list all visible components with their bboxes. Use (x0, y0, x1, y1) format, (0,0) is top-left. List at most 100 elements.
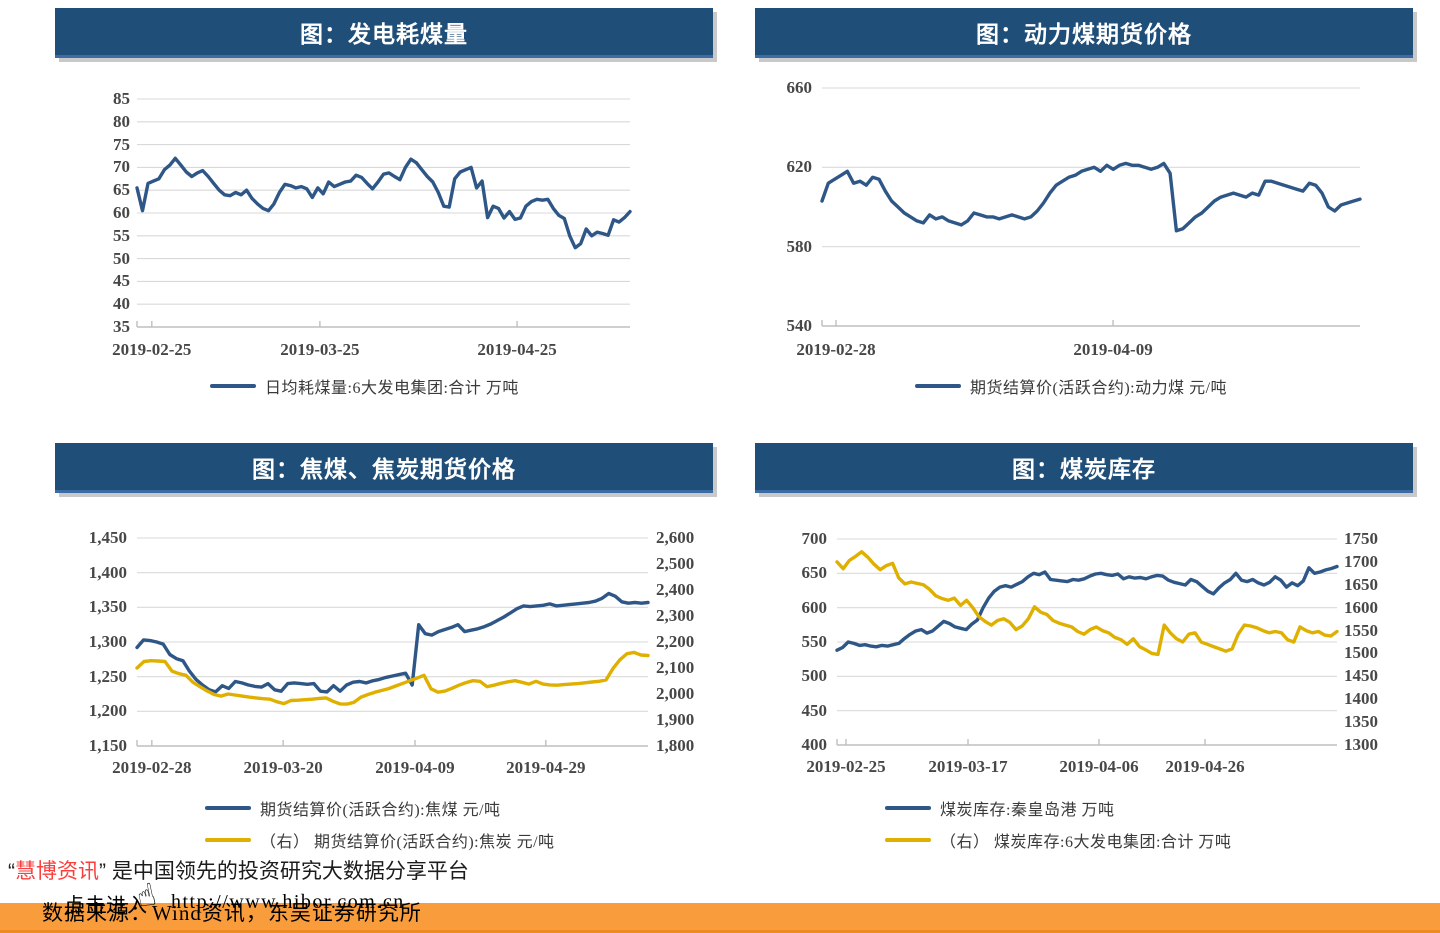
y-axis-right-label: 1650 (1344, 574, 1378, 594)
legend-label: （右） 期货结算价(活跃合约):焦炭 元/吨 (260, 834, 555, 851)
y-axis-right-label: 1,800 (656, 736, 695, 755)
x-axis-date-label: 2019-02-28 (112, 758, 192, 777)
y-axis-right-label: 1600 (1344, 597, 1378, 617)
line-swatch-icon (205, 806, 251, 810)
line-swatch-icon (210, 384, 256, 388)
y-axis-left-label: 70 (113, 157, 130, 177)
click-enter-link[interactable]: 点击进入 (64, 895, 148, 917)
y-axis-right-label: 2,600 (656, 528, 695, 547)
y-axis-left-label: 1,200 (88, 701, 127, 721)
y-axis-left-label: 40 (113, 294, 130, 314)
x-axis-date-label: 2019-03-17 (928, 757, 1008, 776)
series-line (835, 564, 1339, 652)
legend-row: 期货结算价(活跃合约):动力煤 元/吨 (915, 374, 1227, 398)
y-axis-left-label: 650 (801, 563, 828, 583)
legend-row: （右） 期货结算价(活跃合约):焦炭 元/吨 (205, 823, 555, 857)
line-swatch-icon (915, 384, 961, 388)
legend-row: 煤炭库存:秦皇岛港 万吨 (885, 793, 1231, 823)
quote-close: ” (99, 860, 106, 883)
y-axis-left-label: 80 (113, 111, 130, 131)
y-axis-left-label: 580 (786, 236, 813, 256)
y-axis-right-label: 1500 (1344, 643, 1378, 663)
y-axis-left-label: 55 (113, 225, 130, 245)
x-axis-date-label: 2019-02-28 (796, 340, 876, 359)
quote-open: “ (8, 860, 15, 883)
y-axis-right-label: 1300 (1344, 735, 1378, 754)
y-axis-right-label: 1,900 (656, 710, 695, 729)
x-axis-date-label: 2019-04-25 (477, 340, 557, 359)
y-axis-left-label: 600 (801, 597, 828, 617)
panel-header-coking-futures: 图：焦煤、焦炭期货价格 (55, 443, 713, 493)
y-axis-left-label: 1,300 (88, 632, 127, 651)
legend-label: 期货结算价(活跃合约):动力煤 元/吨 (970, 380, 1228, 397)
line-chart-plot (820, 87, 1362, 327)
y-axis-left-label: 1,150 (88, 736, 127, 755)
line-swatch-icon (885, 806, 931, 810)
data-source-note: 数据来源：Wind资讯，东吴证券研究所 (42, 901, 422, 925)
x-axis-date-label: 2019-04-09 (1073, 340, 1153, 359)
legend-label: 日均耗煤量:6大发电集团:合计 万吨 (265, 380, 519, 397)
brand-name: 慧博资讯 (15, 860, 99, 883)
series-line (135, 650, 650, 706)
y-axis-right-label: 2,100 (656, 658, 695, 677)
series-line (835, 550, 1339, 657)
legend-label: 期货结算价(活跃合约):焦煤 元/吨 (260, 802, 501, 819)
y-axis-left-label: 1,350 (88, 597, 127, 617)
line-swatch-icon (885, 838, 931, 842)
y-axis-left-label: 700 (801, 529, 828, 548)
line-chart-plot (135, 537, 650, 747)
y-axis-left-label: 60 (113, 203, 130, 222)
y-axis-left-label: 400 (801, 735, 828, 754)
footer-orange-bar (0, 903, 1440, 933)
y-axis-right-label: 2,300 (656, 606, 695, 625)
series-line (135, 156, 632, 250)
legend-row: （右） 煤炭库存:6大发电集团:合计 万吨 (885, 823, 1231, 857)
y-axis-left-label: 660 (786, 78, 813, 97)
y-axis-right-label: 2,500 (656, 554, 695, 573)
panel-title-power-coal: 图：发电耗煤量 (300, 20, 468, 47)
x-axis-date-label: 2019-04-26 (1165, 757, 1245, 776)
y-axis-left-label: 450 (801, 700, 828, 720)
y-axis-left-label: 50 (113, 248, 130, 268)
y-axis-left-label: 1,450 (88, 528, 127, 547)
y-axis-right-label: 1750 (1344, 529, 1378, 548)
y-axis-right-label: 1550 (1344, 620, 1378, 640)
y-axis-left-label: 65 (113, 180, 130, 200)
x-axis-date-label: 2019-02-25 (112, 340, 192, 359)
legend-label: 煤炭库存:秦皇岛港 万吨 (940, 802, 1115, 819)
hibor-url-link[interactable]: http://www.hibor.com.cn (171, 891, 405, 913)
panel-header-thermal-coal-futures: 图：动力煤期货价格 (755, 8, 1413, 58)
y-axis-left-label: 540 (786, 316, 813, 335)
panel-title-thermal-coal-futures: 图：动力煤期货价格 (976, 20, 1192, 47)
y-axis-right-label: 2,200 (656, 632, 695, 651)
x-axis-date-label: 2019-03-25 (280, 340, 360, 359)
legend-coking-futures: 期货结算价(活跃合约):焦煤 元/吨 （右） 期货结算价(活跃合约):焦炭 元/… (205, 793, 555, 857)
y-axis-left-label: 620 (786, 157, 813, 177)
y-axis-left-label: 85 (113, 89, 130, 108)
legend-coal-inventory: 煤炭库存:秦皇岛港 万吨 （右） 煤炭库存:6大发电集团:合计 万吨 (885, 793, 1231, 857)
y-axis-right-label: 1700 (1344, 551, 1378, 571)
y-axis-left-label: 45 (113, 271, 130, 291)
y-axis-right-label: 2,400 (656, 580, 695, 599)
line-chart-plot (135, 98, 632, 328)
legend-label: （右） 煤炭库存:6大发电集团:合计 万吨 (940, 834, 1232, 851)
footer-tagline: “慧博资讯” 是中国领先的投资研究大数据分享平台 (8, 855, 469, 885)
panel-header-power-coal: 图：发电耗煤量 (55, 8, 713, 58)
y-axis-right-label: 1450 (1344, 666, 1378, 686)
panel-title-coking-futures: 图：焦煤、焦炭期货价格 (252, 455, 516, 482)
series-line (135, 591, 650, 694)
y-axis-left-label: 1,250 (88, 666, 127, 686)
y-axis-left-label: 1,400 (88, 562, 127, 582)
series-line (820, 161, 1362, 233)
x-axis-date-label: 2019-04-09 (375, 758, 455, 777)
panel-title-coal-inventory: 图：煤炭库存 (1012, 455, 1156, 482)
legend-row: 期货结算价(活跃合约):焦煤 元/吨 (205, 793, 555, 823)
x-axis-date-label: 2019-02-25 (806, 757, 886, 776)
line-chart-plot (835, 538, 1339, 746)
panel-header-coal-inventory: 图：煤炭库存 (755, 443, 1413, 493)
y-axis-left-label: 75 (113, 134, 130, 154)
y-axis-left-label: 500 (801, 666, 828, 686)
x-axis-date-label: 2019-04-29 (506, 758, 586, 777)
tagline-text: 是中国领先的投资研究大数据分享平台 (111, 860, 469, 883)
